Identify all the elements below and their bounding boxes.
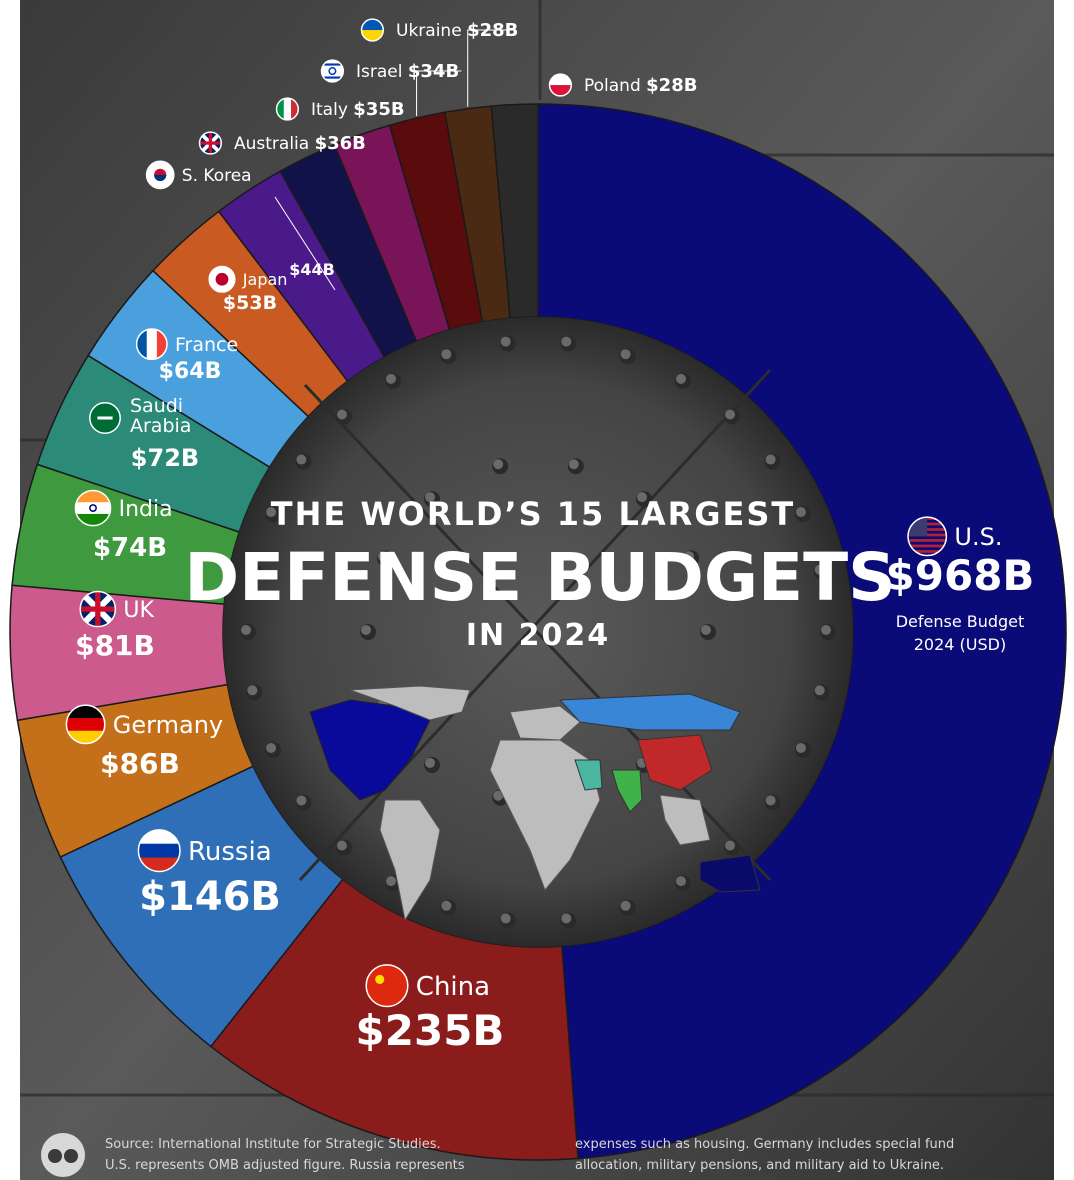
poland-flag-icon xyxy=(548,73,573,97)
unit-note-line1: Defense Budget xyxy=(896,612,1025,631)
label-japan: Japan $53B xyxy=(208,265,288,314)
s-korea-flag-icon xyxy=(145,160,175,190)
label-value-uk: $81B xyxy=(75,629,155,662)
source-line3: expenses such as housing. Germany includ… xyxy=(575,1137,954,1152)
label-saudi-arabia: Saudi Arabia $72B xyxy=(89,395,199,472)
label-uk: UK $81B xyxy=(75,590,155,662)
label-russia: Russia $146B xyxy=(137,829,281,920)
label-value-russia: $146B xyxy=(139,874,281,920)
label-value-france: $64B xyxy=(159,359,222,384)
label-poland: Poland $28B xyxy=(548,73,697,97)
label-name-france: France xyxy=(175,334,238,356)
label-name-japan: Japan xyxy=(242,270,288,289)
label-value-s-korea: $44B xyxy=(289,260,335,279)
russia-flag-icon xyxy=(137,829,181,873)
label-name-u-s: U.S. xyxy=(954,523,1002,551)
label-value-italy: $35B xyxy=(353,99,404,120)
label-u-s: U.S.$968B xyxy=(886,516,1035,600)
label-israel: Israel $34B xyxy=(320,59,462,117)
france-flag-icon xyxy=(135,328,168,361)
label-france: France $64B xyxy=(135,328,238,384)
slice-labels: U.S.$968B China $235B Russia $146B Germany $86… xyxy=(65,18,1035,1055)
label-name-china: China xyxy=(416,972,490,1002)
japan-flag-icon xyxy=(208,265,236,293)
label-value-australia: $36B xyxy=(315,133,366,154)
u-s-flag-icon xyxy=(907,516,948,557)
label-value-china: $235B xyxy=(356,1006,505,1055)
label-name-russia: Russia xyxy=(188,837,272,867)
italy-flag-icon xyxy=(275,97,300,121)
label-germany: Germany $86B xyxy=(65,704,223,780)
hub-seams xyxy=(298,368,772,882)
label-value-japan: $53B xyxy=(223,292,277,314)
leader-line-israel xyxy=(416,70,462,117)
label-australia: Australia $36B xyxy=(198,131,366,155)
label-value-india: $74B xyxy=(93,533,167,563)
leader-line-ukraine xyxy=(467,29,512,107)
source-line1: Source: International Institute for Stra… xyxy=(105,1137,441,1152)
world-map xyxy=(309,685,761,922)
title-line3: IN 2024 xyxy=(466,618,610,653)
title-line1: THE WORLD’S 15 LARGEST xyxy=(271,495,796,533)
label-name-saudi-arabia: Saudi Arabia xyxy=(130,395,191,437)
label-value-poland: $28B xyxy=(646,75,697,96)
label-name-india: India xyxy=(119,497,173,522)
label-value-germany: $86B xyxy=(100,747,180,780)
label-name-uk: UK xyxy=(123,598,154,623)
saudi-arabia-flag-icon xyxy=(89,402,121,434)
label-value-u-s: $968B xyxy=(886,551,1035,600)
uk-flag-icon xyxy=(79,590,117,628)
label-name-germany: Germany xyxy=(113,711,223,739)
label-india: India $74B xyxy=(74,489,173,563)
australia-flag-icon xyxy=(198,131,223,155)
label-china: China $235B xyxy=(356,964,505,1055)
label-name-poland: Poland $28B xyxy=(584,75,697,96)
title-line2: DEFENSE BUDGETS xyxy=(184,539,895,616)
germany-flag-icon xyxy=(65,704,106,745)
label-italy: Italy $35B xyxy=(275,97,405,121)
source-line2: U.S. represents OMB adjusted figure. Rus… xyxy=(105,1158,465,1173)
label-s-korea: S. Korea $44B xyxy=(145,160,336,291)
leader-line-s-korea xyxy=(274,196,336,291)
label-value-saudi-arabia: $72B xyxy=(131,444,199,472)
china-flag-icon xyxy=(365,964,409,1008)
unit-note-line2: 2024 (USD) xyxy=(914,635,1006,654)
label-name-italy: Italy $35B xyxy=(311,99,405,120)
brand-logo-icon xyxy=(41,1133,85,1177)
ukraine-flag-icon xyxy=(360,18,385,42)
india-flag-icon xyxy=(74,489,112,527)
source-line4: allocation, military pensions, and milit… xyxy=(575,1158,944,1173)
label-ukraine: Ukraine $28B xyxy=(360,18,518,107)
label-name-australia: Australia $36B xyxy=(234,133,366,154)
label-name-s-korea: S. Korea xyxy=(182,166,252,186)
israel-flag-icon xyxy=(320,59,345,83)
source-footer: Source: International Institute for Stra… xyxy=(41,1133,954,1177)
